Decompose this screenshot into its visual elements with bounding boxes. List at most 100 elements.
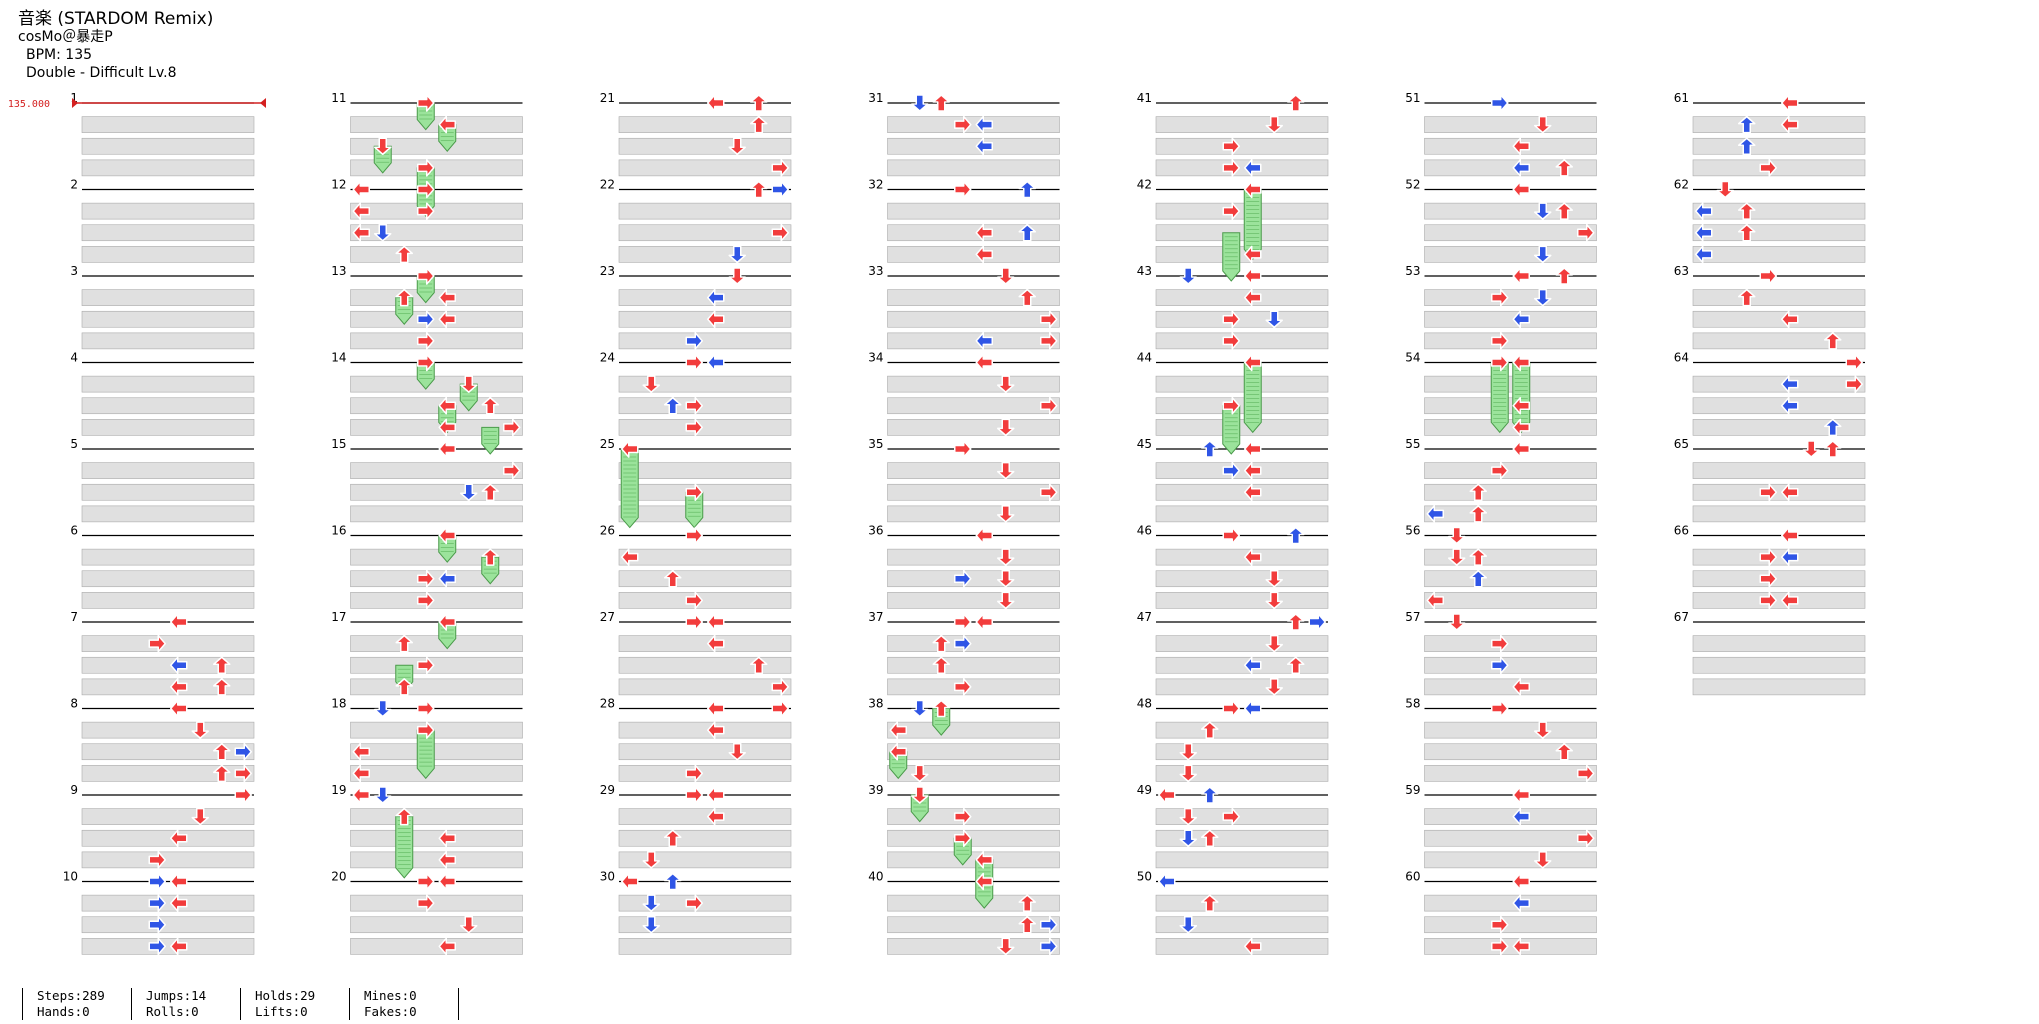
beat-band <box>1155 721 1329 739</box>
beat-band <box>1424 570 1597 588</box>
beat-band <box>81 635 255 652</box>
beat-band <box>1155 505 1329 523</box>
step-arrow <box>352 202 370 220</box>
measure-number: 62 <box>1674 178 1689 192</box>
step-arrow <box>191 721 209 739</box>
measure-number: 20 <box>331 870 346 884</box>
step-arrow <box>1738 115 1756 134</box>
beat-band <box>81 462 255 479</box>
step-arrow <box>417 267 435 285</box>
measure-number: 55 <box>1405 437 1420 451</box>
step-arrow <box>750 115 768 134</box>
measure-number: 15 <box>331 437 346 451</box>
beat-band <box>350 678 523 696</box>
step-arrow <box>1555 159 1573 177</box>
step-arrow <box>1555 743 1573 761</box>
step-arrow <box>170 656 188 674</box>
beat-band <box>81 829 255 847</box>
step-arrow <box>417 872 435 891</box>
measure-number: 23 <box>600 264 615 278</box>
step-arrow <box>1244 159 1262 177</box>
beat-band <box>1692 332 1866 350</box>
measure-number: 3 <box>70 264 78 278</box>
step-arrow <box>1265 310 1283 328</box>
beat-band <box>350 916 523 934</box>
step-arrow <box>438 288 456 307</box>
measure-number: 42 <box>1137 178 1152 192</box>
beat-band <box>350 765 523 782</box>
step-arrow <box>997 375 1015 393</box>
beat-band <box>618 116 792 133</box>
measure-number: 9 <box>70 783 78 797</box>
step-arrow <box>1738 224 1756 242</box>
step-arrow <box>1512 807 1530 826</box>
step-arrow <box>1265 634 1283 653</box>
step-arrow <box>460 916 478 934</box>
beat-band <box>1424 938 1597 955</box>
beat-band <box>1424 592 1597 609</box>
beat-band <box>618 916 792 934</box>
step-arrow <box>621 548 639 566</box>
measure-number: 38 <box>868 697 883 711</box>
beat-band <box>1424 483 1597 501</box>
step-arrow <box>438 310 456 328</box>
beat-band <box>887 851 1060 869</box>
beat-band <box>1155 570 1329 588</box>
measure-number: 65 <box>1674 437 1689 451</box>
step-arrow <box>685 786 703 804</box>
beat-band <box>1424 678 1597 696</box>
steps-count: Steps:289 <box>37 988 105 1003</box>
step-arrow <box>1781 591 1799 610</box>
step-arrow <box>1222 397 1240 415</box>
measure-number: 57 <box>1405 610 1420 624</box>
beat-band <box>81 137 255 155</box>
step-arrow <box>1512 440 1530 458</box>
step-arrow <box>1018 224 1036 242</box>
step-arrow <box>975 851 993 869</box>
beat-band <box>618 592 792 609</box>
beat-band <box>81 505 255 523</box>
beat-band <box>618 224 792 242</box>
step-arrow <box>1244 483 1262 501</box>
step-arrow <box>685 894 703 912</box>
step-arrow <box>1491 656 1509 674</box>
step-arrow <box>664 570 682 588</box>
step-arrow <box>911 764 929 783</box>
step-arrow <box>417 310 435 328</box>
hold-note <box>620 448 639 529</box>
rolls-count: Rolls:0 <box>146 1004 199 1019</box>
beat-band <box>350 462 523 479</box>
step-arrow <box>395 634 413 653</box>
beat-band <box>1692 202 1866 220</box>
step-arrow <box>932 656 950 674</box>
beat-band <box>618 483 792 501</box>
step-arrow <box>395 807 413 826</box>
beat-band <box>618 938 792 955</box>
step-arrow <box>771 224 789 242</box>
beat-band <box>350 592 523 609</box>
step-arrow <box>1738 137 1756 155</box>
step-arrow <box>213 764 231 783</box>
step-arrow <box>213 678 231 696</box>
step-arrow <box>642 894 660 912</box>
beat-band <box>887 310 1060 328</box>
beat-band <box>618 721 792 739</box>
beat-band <box>1424 310 1597 328</box>
step-arrow <box>1040 397 1058 415</box>
measure-number: 48 <box>1137 697 1152 711</box>
beat-band <box>618 851 792 869</box>
step-arrow <box>1040 483 1058 501</box>
beat-band <box>618 656 792 674</box>
step-arrow <box>1577 764 1595 783</box>
beat-band <box>1155 765 1329 782</box>
measure-number: 32 <box>868 178 883 192</box>
beat-band <box>887 202 1060 220</box>
beat-band <box>1155 548 1329 566</box>
beat-band <box>887 916 1060 934</box>
beat-band <box>350 656 523 674</box>
beat-band <box>1424 916 1597 934</box>
step-arrow <box>481 548 499 566</box>
measure-number: 40 <box>868 870 883 884</box>
beat-band <box>81 938 255 955</box>
beat-band <box>1692 635 1866 652</box>
